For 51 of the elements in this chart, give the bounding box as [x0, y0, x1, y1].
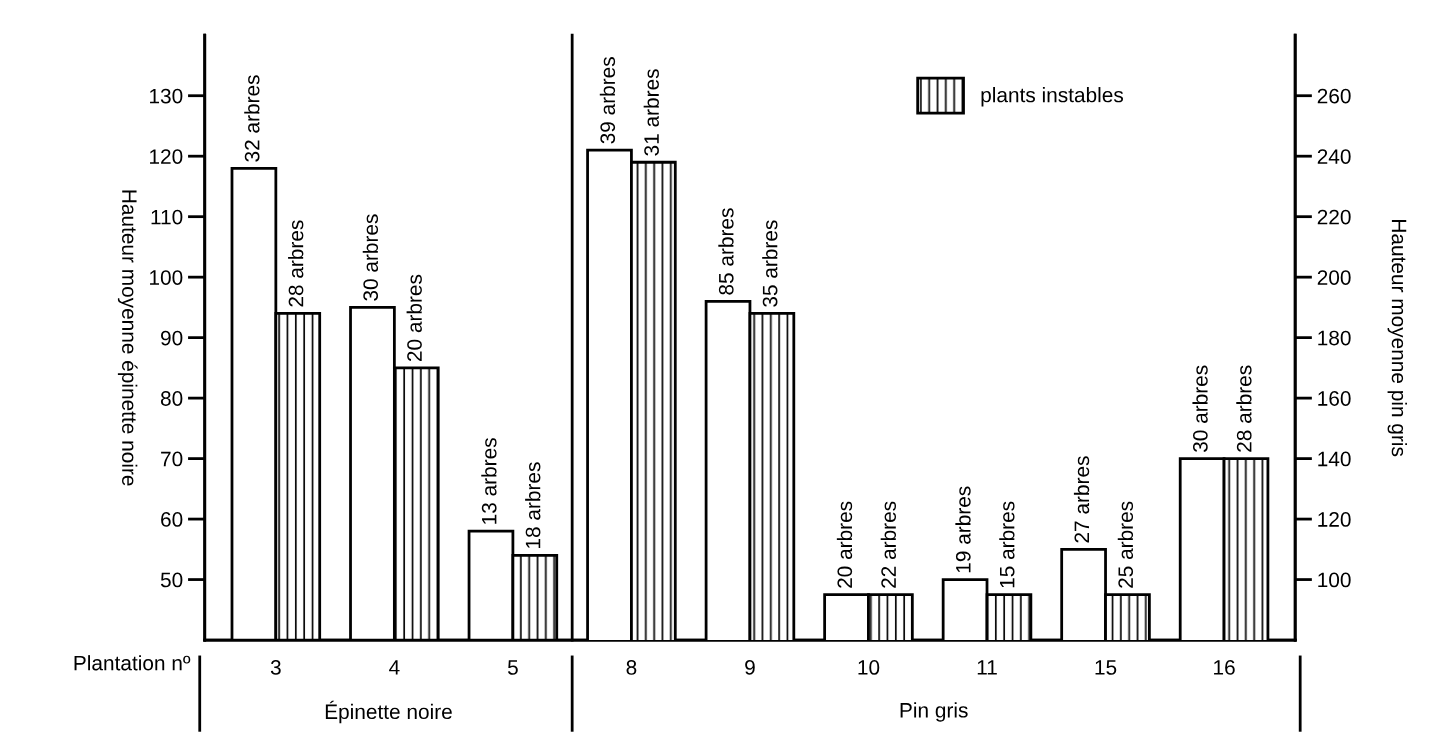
y2-tick-label: 180: [1318, 330, 1351, 346]
y-tick-label: 90: [161, 330, 183, 346]
y-tick-label: 110: [151, 209, 183, 225]
y2-tick-label: 140: [1318, 451, 1351, 467]
y-tick-label: 100: [150, 270, 183, 285]
annotation: 19 arbres: [955, 486, 971, 573]
annotation: 20 arbres: [406, 274, 422, 362]
annotation: 28 arbres: [288, 220, 304, 307]
y2-axis-title: Hauteur moyenne pin gris: [1387, 220, 1407, 457]
y-tick-label: 130: [150, 88, 183, 104]
x-tick-label: 16: [1214, 660, 1235, 675]
y2-tick-label: 120: [1318, 512, 1351, 527]
y2-tick-label: 240: [1317, 149, 1351, 164]
x-tick-label: 11: [977, 660, 997, 675]
annotation: 30 arbres: [362, 214, 379, 301]
y-tick-label: 50: [160, 572, 183, 588]
y-tick-label: 80: [160, 391, 183, 406]
annotation: 39 arbres: [599, 57, 616, 144]
annotation: 28 arbres: [1236, 365, 1252, 452]
y-tick-label: 60: [161, 512, 183, 527]
x-tick-label: 10: [858, 660, 880, 675]
annotation: 22 arbres: [880, 501, 897, 588]
annotation: 30 arbres: [1192, 365, 1208, 453]
legend-label: plants instables: [981, 87, 1124, 107]
x-tick-label: 5: [507, 660, 518, 675]
annotation: 35 arbres: [762, 220, 778, 307]
annotation: 15 arbres: [999, 501, 1015, 588]
x-tick-label: 8: [626, 660, 637, 675]
y2-tick-label: 200: [1317, 270, 1351, 285]
y2-tick-label: 220: [1317, 209, 1351, 225]
y-tick-label: 120: [150, 149, 183, 164]
y2-tick-label: 160: [1318, 391, 1351, 406]
annotation: 27 arbres: [1073, 456, 1090, 543]
text: Épinette noire: [325, 700, 452, 724]
x-tick-label: 9: [745, 660, 755, 675]
x-tick-label: 4: [389, 660, 400, 675]
x-tick-label: 15: [1095, 660, 1117, 675]
annotation: 32 arbres: [244, 75, 260, 162]
text: Plantation nº: [74, 655, 191, 671]
annotation: 13 arbres: [481, 438, 497, 524]
y2-tick-label: 260: [1317, 88, 1351, 104]
annotation: 18 arbres: [525, 462, 541, 548]
annotation: 20 arbres: [836, 501, 853, 588]
text: Pin gris: [900, 702, 968, 722]
y-tick-label: 70: [161, 451, 183, 467]
annotation: 25 arbres: [1117, 501, 1134, 588]
y-axis-title: Hauteur moyenne épinette noire: [117, 190, 138, 486]
x-tick-label: 3: [270, 660, 281, 675]
annotation: 85 arbres: [718, 208, 734, 295]
y2-tick-label: 100: [1318, 572, 1351, 588]
annotation: 31 arbres: [643, 69, 659, 156]
